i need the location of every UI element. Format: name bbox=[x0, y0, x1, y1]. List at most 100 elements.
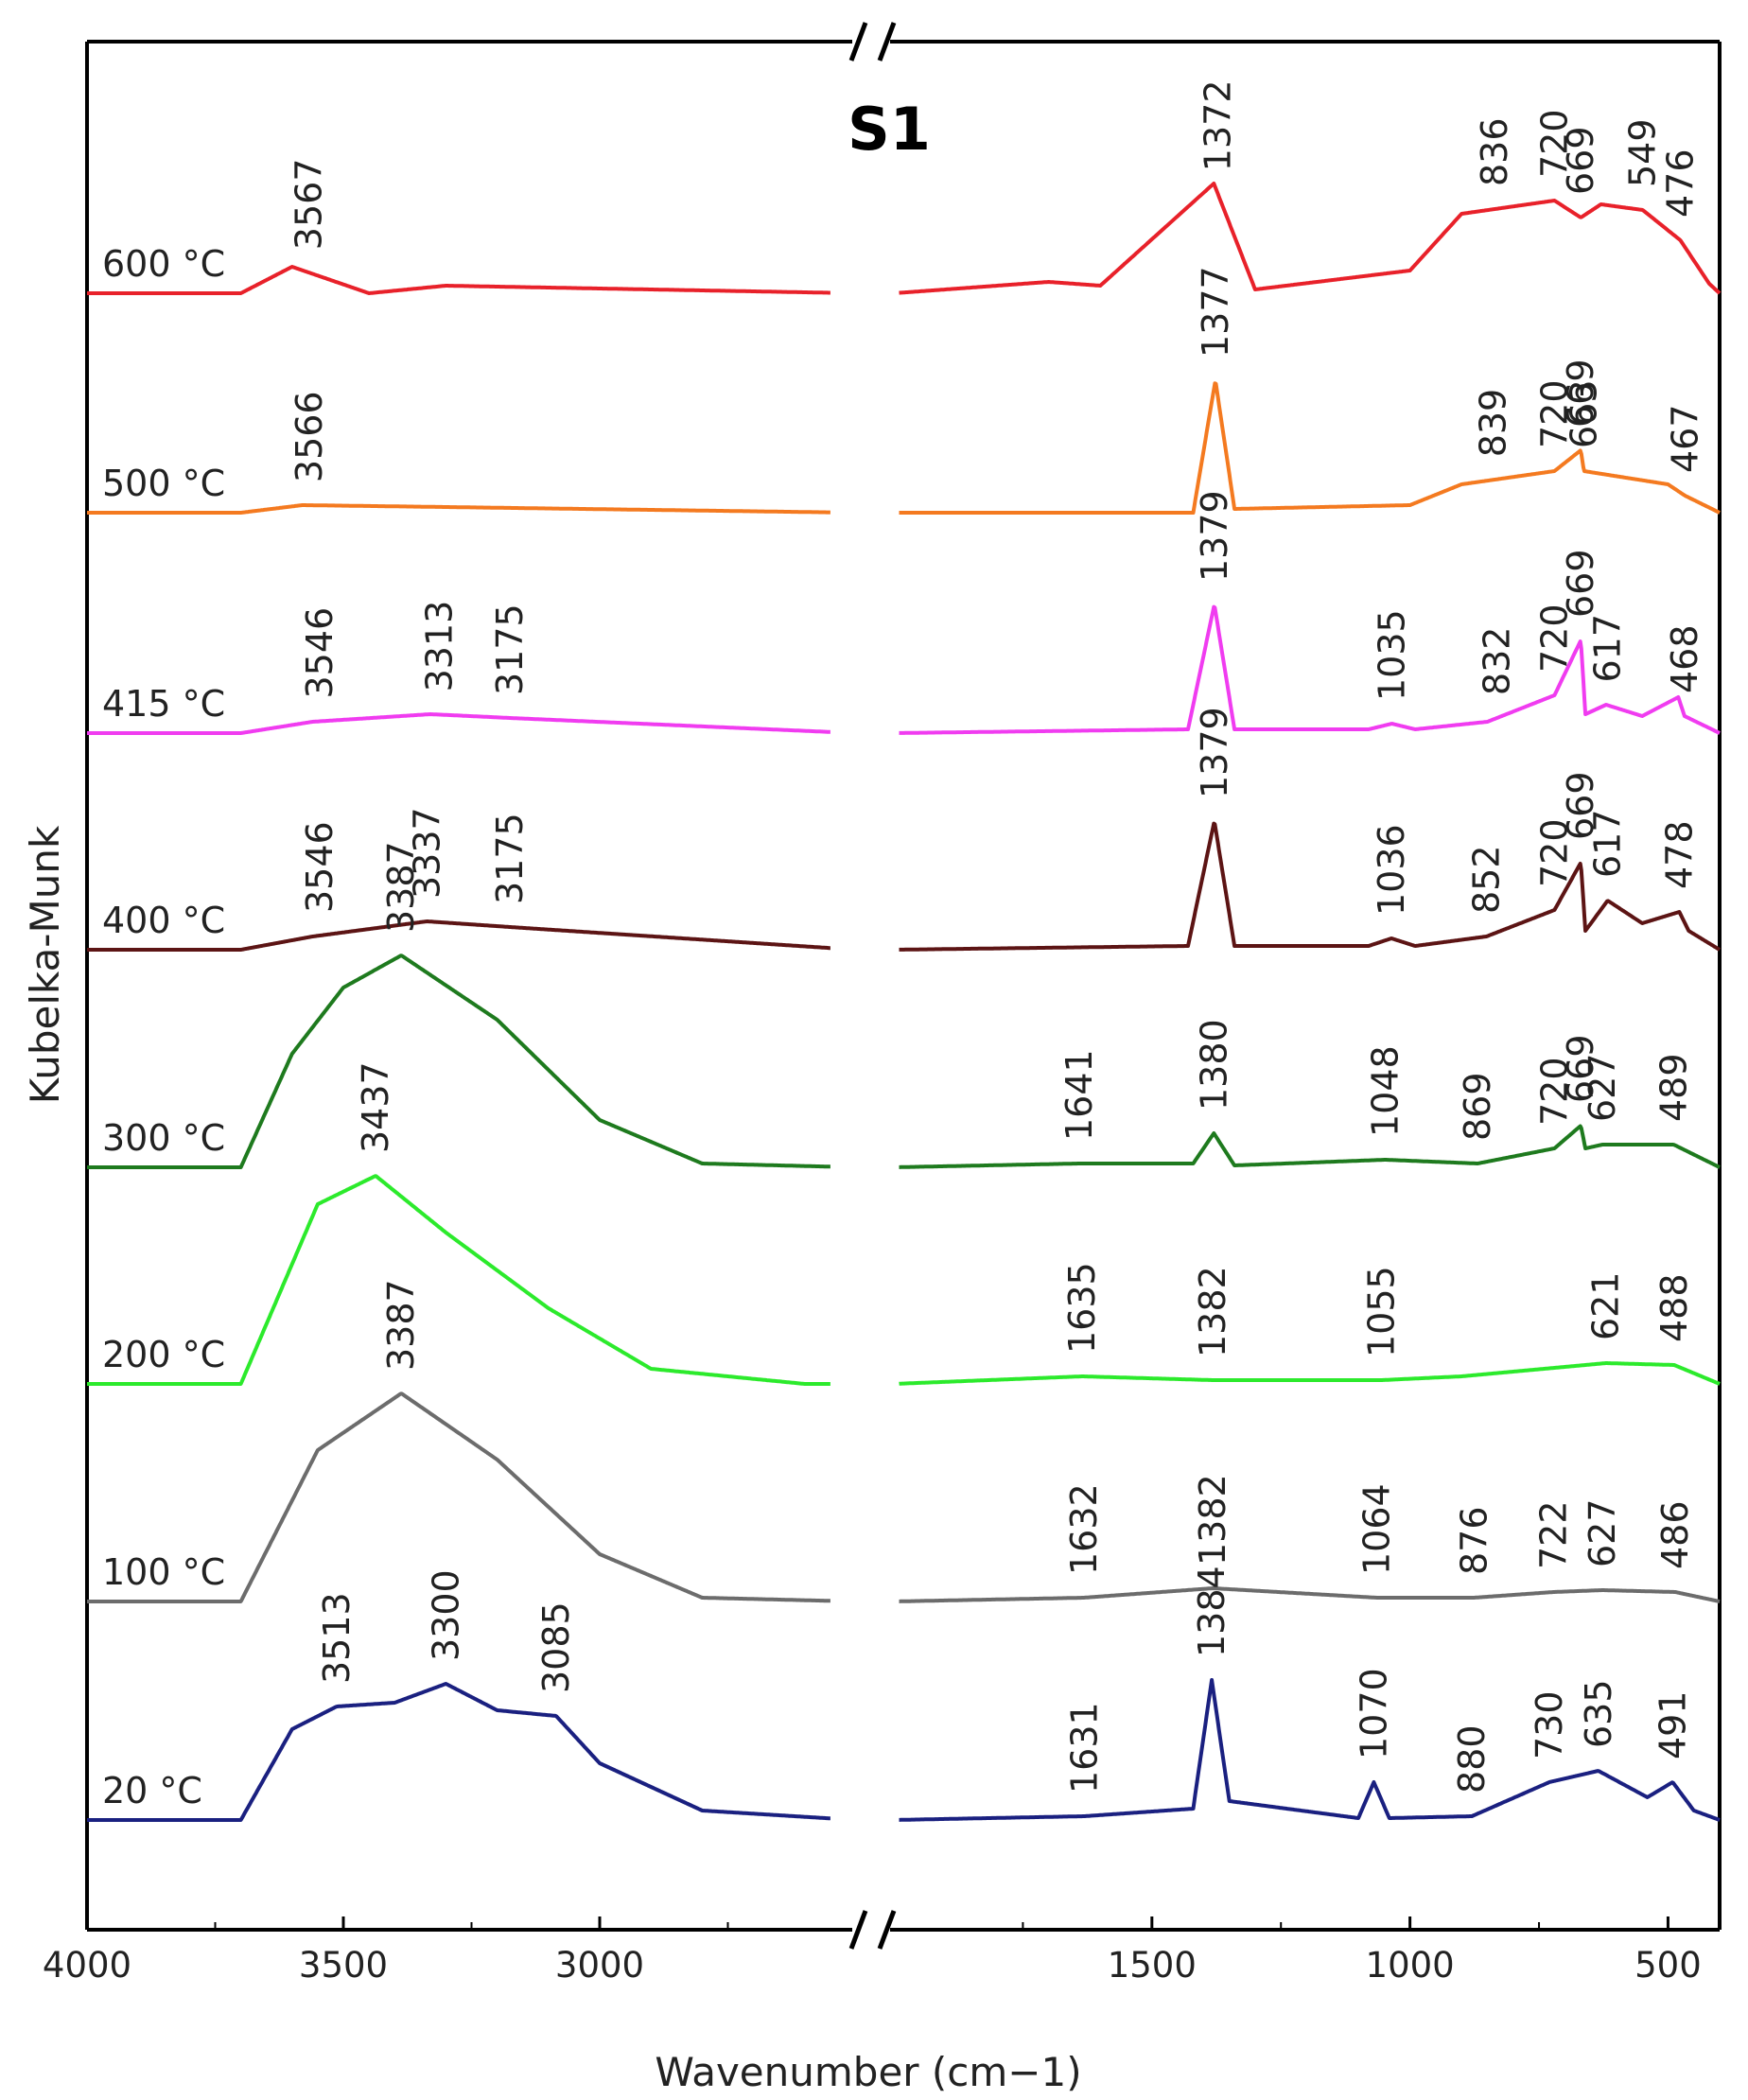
axis-break-mark-bottom-1 bbox=[848, 1910, 868, 1950]
peak-label-3-3337: 3337 bbox=[406, 807, 447, 899]
peak-label-3-617: 617 bbox=[1587, 809, 1629, 878]
series-line-4-1 bbox=[898, 1124, 1721, 1169]
peak-label-2-3546: 3546 bbox=[299, 607, 341, 699]
chart-title: S1 bbox=[848, 95, 931, 164]
x-tick-label-500: 500 bbox=[1634, 1945, 1702, 1986]
peak-label-4-489: 489 bbox=[1652, 1053, 1694, 1122]
peak-label-0-836: 836 bbox=[1474, 117, 1515, 186]
peak-label-4-720: 720 bbox=[1533, 1057, 1575, 1126]
peak-label-1-839: 839 bbox=[1473, 389, 1514, 458]
peak-label-1-1377: 1377 bbox=[1195, 266, 1236, 358]
x-tick-label-3500: 3500 bbox=[299, 1945, 388, 1986]
peak-label-3-478: 478 bbox=[1658, 820, 1700, 889]
peak-label-6-876: 876 bbox=[1453, 1506, 1495, 1575]
series-line-2-0 bbox=[86, 712, 831, 735]
series-label-0: 600 °C bbox=[102, 243, 225, 285]
peak-label-2-3175: 3175 bbox=[489, 604, 531, 695]
series-line-0-1 bbox=[898, 182, 1722, 295]
peak-label-3-1036: 1036 bbox=[1371, 824, 1412, 916]
peak-label-7-1384: 1384 bbox=[1191, 1566, 1232, 1657]
peak-label-3-3175: 3175 bbox=[489, 813, 531, 904]
peak-label-2-1379: 1379 bbox=[1194, 490, 1235, 582]
peak-label-2-468: 468 bbox=[1664, 624, 1705, 693]
series-label-1: 500 °C bbox=[102, 463, 225, 504]
peak-label-0-1372: 1372 bbox=[1197, 79, 1239, 171]
peak-label-0-476: 476 bbox=[1660, 149, 1702, 218]
peak-label-6-1632: 1632 bbox=[1063, 1483, 1105, 1575]
series-line-5-1 bbox=[898, 1361, 1721, 1386]
peak-label-4-3387: 3387 bbox=[380, 841, 422, 933]
x-tick-label-4000: 4000 bbox=[43, 1945, 131, 1986]
peak-label-0-3567: 3567 bbox=[288, 158, 330, 250]
axes: 4000 3500 3000 1500 1000 500 bbox=[43, 22, 1722, 1986]
peak-label-3-1379: 1379 bbox=[1194, 707, 1235, 798]
x-tick-label-3000: 3000 bbox=[555, 1945, 644, 1986]
series-line-1-1 bbox=[898, 381, 1721, 515]
peak-label-7-3513: 3513 bbox=[316, 1592, 358, 1684]
peak-label-4-1380: 1380 bbox=[1193, 1019, 1234, 1111]
peak-label-4-627: 627 bbox=[1582, 1053, 1623, 1122]
peak-label-2-617: 617 bbox=[1587, 614, 1629, 683]
peak-label-2-1035: 1035 bbox=[1372, 609, 1413, 701]
peak-label-6-3387: 3387 bbox=[380, 1279, 422, 1371]
peak-label-6-1382: 1382 bbox=[1192, 1474, 1233, 1566]
series-line-6-1 bbox=[898, 1586, 1721, 1603]
series-label-3: 400 °C bbox=[102, 900, 225, 941]
peak-label-1-663: 663 bbox=[1564, 379, 1605, 448]
series-line-2-1 bbox=[898, 604, 1721, 735]
peak-label-3-720: 720 bbox=[1533, 818, 1575, 887]
peak-label-3-852: 852 bbox=[1465, 845, 1507, 914]
peak-label-2-3313: 3313 bbox=[418, 601, 460, 692]
peak-label-5-1055: 1055 bbox=[1361, 1266, 1403, 1357]
peak-label-1-3566: 3566 bbox=[288, 391, 330, 482]
peak-label-0-549: 549 bbox=[1622, 118, 1664, 187]
peak-label-4-669: 669 bbox=[1560, 1034, 1601, 1103]
peak-label-1-467: 467 bbox=[1664, 404, 1705, 473]
series-line-6-0 bbox=[86, 1391, 831, 1603]
series-6: 100 °C 3387 1632 1382 1064 876 722 627 486 bbox=[86, 1279, 1721, 1603]
peak-label-2-832: 832 bbox=[1476, 627, 1517, 696]
peak-label-7-1070: 1070 bbox=[1353, 1668, 1394, 1759]
peak-label-7-635: 635 bbox=[1578, 1679, 1619, 1748]
series-label-6: 100 °C bbox=[102, 1551, 225, 1593]
peak-label-7-3300: 3300 bbox=[425, 1569, 466, 1661]
series-5: 200 °C 3437 1635 1382 1055 621 488 bbox=[86, 1061, 1721, 1386]
series-line-3-0 bbox=[86, 919, 831, 952]
series-line-3-1 bbox=[898, 821, 1722, 952]
series-line-7-0 bbox=[86, 1682, 831, 1822]
peak-label-1-720: 720 bbox=[1533, 379, 1575, 448]
peak-label-5-1635: 1635 bbox=[1061, 1262, 1103, 1354]
peak-label-5-3437: 3437 bbox=[355, 1061, 396, 1153]
series-label-5: 200 °C bbox=[102, 1334, 225, 1375]
series-label-4: 300 °C bbox=[102, 1117, 225, 1159]
peak-label-5-1382: 1382 bbox=[1192, 1266, 1233, 1357]
x-tick-label-1000: 1000 bbox=[1366, 1945, 1455, 1986]
series-line-7-1 bbox=[898, 1678, 1721, 1822]
peak-label-3-3546: 3546 bbox=[299, 821, 341, 913]
x-axis-title: Wavenumber (cm−1) bbox=[655, 2049, 1081, 2095]
series-line-4-0 bbox=[86, 954, 831, 1169]
peak-label-0-669: 669 bbox=[1560, 126, 1601, 195]
peak-label-7-3085: 3085 bbox=[535, 1601, 577, 1693]
peak-label-6-1064: 1064 bbox=[1356, 1483, 1398, 1575]
peak-label-7-491: 491 bbox=[1652, 1690, 1693, 1759]
series-line-0-0 bbox=[86, 265, 831, 295]
axis-break-mark-bottom-2 bbox=[877, 1910, 897, 1950]
peak-label-7-1631: 1631 bbox=[1063, 1702, 1105, 1794]
peak-label-1-669: 669 bbox=[1560, 359, 1601, 428]
series-line-1-0 bbox=[86, 503, 831, 515]
series-label-7: 20 °C bbox=[102, 1770, 202, 1811]
peak-label-2-720: 720 bbox=[1533, 604, 1575, 673]
peak-label-5-621: 621 bbox=[1584, 1271, 1626, 1340]
series-line-5-0 bbox=[86, 1174, 831, 1386]
peak-label-7-730: 730 bbox=[1529, 1690, 1570, 1759]
series-label-2: 415 °C bbox=[102, 683, 225, 725]
